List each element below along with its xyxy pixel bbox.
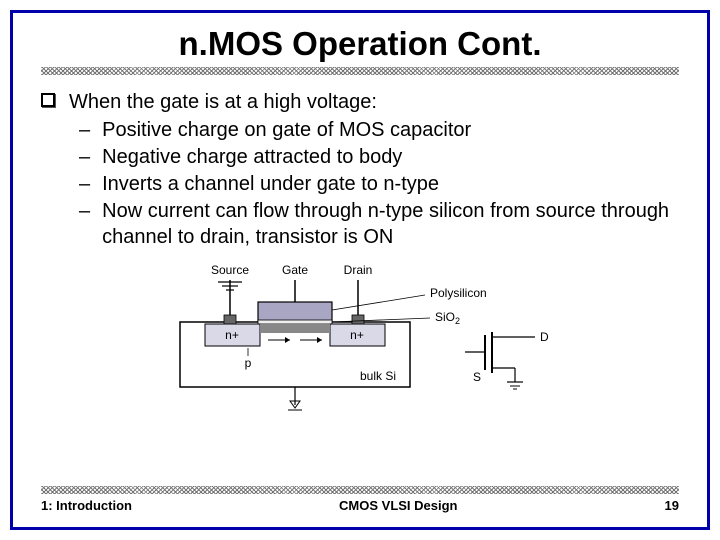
label-bulk: bulk Si [360, 369, 396, 383]
bullet-main: When the gate is at a high voltage: [41, 89, 679, 115]
sub-bullet: – Inverts a channel under gate to n-type [79, 171, 679, 197]
footer-row: 1: Introduction CMOS VLSI Design 19 [41, 498, 679, 513]
sub-bullet-text: Negative charge attracted to body [102, 144, 402, 170]
nmos-diagram: Source Gate Drain n+ n+ [140, 260, 580, 415]
content-area: When the gate is at a high voltage: – Po… [41, 89, 679, 250]
source-contact [224, 315, 236, 324]
checkbox-bullet-icon [41, 93, 55, 107]
footer-center: CMOS VLSI Design [339, 498, 457, 513]
mosfet-symbol: S D [465, 330, 549, 389]
channel [260, 324, 330, 333]
poly-gate [258, 302, 332, 322]
footer-right: 19 [665, 498, 679, 513]
slide-frame: n.MOS Operation Cont. When the gate is a… [10, 10, 710, 530]
label-nplus-drain: n+ [350, 328, 364, 342]
label-nplus-source: n+ [225, 328, 239, 342]
sub-bullet: – Now current can flow through n-type si… [79, 198, 679, 250]
sub-bullet: – Negative charge attracted to body [79, 144, 679, 170]
sub-bullet-text: Positive charge on gate of MOS capacitor [102, 117, 471, 143]
label-sio2: SiO2 [435, 310, 460, 326]
slide-title: n.MOS Operation Cont. [41, 25, 679, 63]
footer-left: 1: Introduction [41, 498, 132, 513]
label-polysilicon: Polysilicon [430, 286, 487, 300]
dash-icon: – [79, 198, 90, 224]
drain-contact [352, 315, 364, 324]
oxide-layer [258, 320, 332, 324]
dash-icon: – [79, 117, 90, 143]
label-gate: Gate [282, 263, 308, 277]
sub-bullet-text: Inverts a channel under gate to n-type [102, 171, 439, 197]
bullet-main-text: When the gate is at a high voltage: [69, 89, 377, 115]
diagram-container: Source Gate Drain n+ n+ [41, 260, 679, 415]
sub-bullet-text: Now current can flow through n-type sili… [102, 198, 679, 250]
label-S: S [473, 370, 481, 384]
dash-icon: – [79, 171, 90, 197]
dash-icon: – [79, 144, 90, 170]
label-source: Source [211, 263, 249, 277]
footer-divider [41, 486, 679, 494]
label-D: D [540, 330, 549, 344]
sub-bullet: – Positive charge on gate of MOS capacit… [79, 117, 679, 143]
label-drain: Drain [344, 263, 373, 277]
title-divider [41, 67, 679, 75]
label-p: p [245, 356, 252, 370]
footer: 1: Introduction CMOS VLSI Design 19 [41, 486, 679, 513]
